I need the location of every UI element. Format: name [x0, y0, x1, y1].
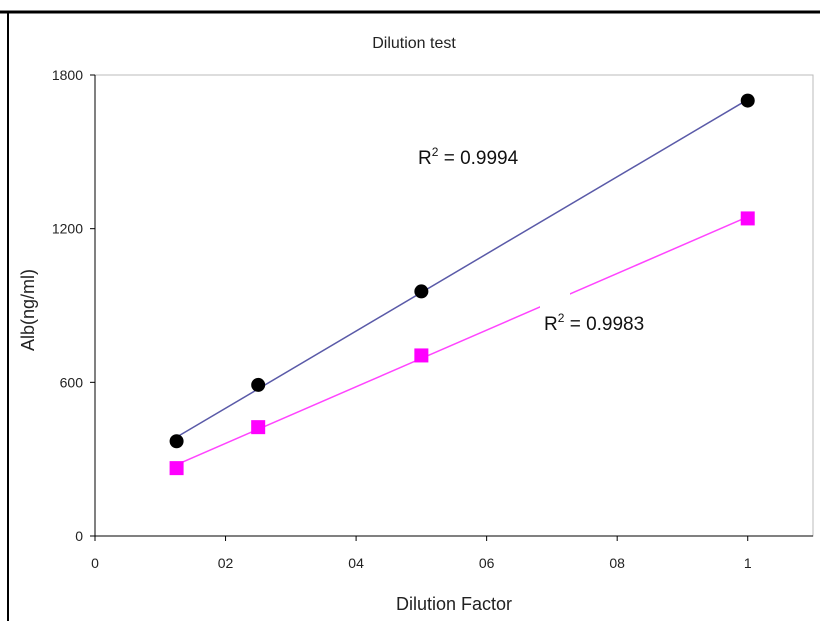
y-tick-label: 0	[75, 528, 83, 544]
y-tick-label: 600	[60, 374, 84, 390]
x-tick-label: 02	[218, 555, 234, 571]
plot-area	[94, 74, 814, 537]
data-point-series-2	[740, 211, 755, 226]
x-tick-label: 06	[479, 555, 495, 571]
x-tick-label: 08	[609, 555, 625, 571]
x-tick-label: 04	[348, 555, 364, 571]
data-point-series-1	[169, 434, 184, 449]
trend-lines	[176, 98, 749, 466]
x-tick-label: 1	[744, 555, 752, 571]
x-axis-label: Dilution Factor	[396, 594, 512, 614]
trend-line-series-1	[176, 98, 749, 438]
data-point-series-1	[414, 284, 429, 299]
y-ticks: 0 600 1200 1800	[52, 67, 95, 544]
y-tick-label: 1200	[52, 221, 83, 237]
y-tick-label: 1800	[52, 67, 83, 83]
r2-label-series-1: R2 = 0.9994	[418, 145, 519, 169]
data-point-series-2	[414, 348, 429, 363]
x-tick-label: 0	[91, 555, 99, 571]
markers	[169, 93, 755, 476]
y-axis-label: Alb(ng/ml)	[18, 269, 38, 351]
data-point-series-2	[169, 461, 184, 476]
x-ticks: 0 02 04 06 08 1	[91, 536, 752, 571]
data-point-series-1	[251, 377, 266, 392]
data-point-series-1	[740, 93, 755, 108]
chart-title: Dilution test	[372, 35, 456, 52]
r2-label-series-2: R2 = 0.9983	[544, 311, 644, 335]
label-mask	[540, 288, 570, 308]
data-point-series-2	[251, 420, 266, 435]
trend-line-series-2	[176, 216, 749, 466]
